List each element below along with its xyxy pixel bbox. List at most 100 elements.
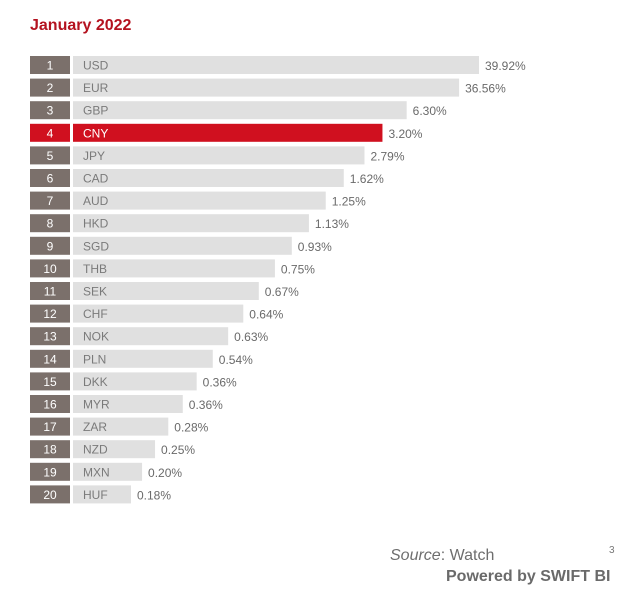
value-label: 0.67%	[265, 285, 299, 299]
rank-label: 11	[44, 285, 57, 299]
rank-label: 1	[47, 59, 54, 73]
rank-label: 20	[43, 488, 57, 502]
rank-box	[30, 169, 70, 187]
value-label: 0.20%	[148, 466, 182, 480]
source-note: Source: Watch	[390, 547, 494, 565]
rank-box	[30, 146, 70, 165]
currency-label: SGD	[83, 239, 109, 253]
value-label: 6.30%	[413, 104, 447, 118]
value-label: 1.62%	[350, 172, 384, 186]
currency-label: HKD	[83, 217, 109, 231]
value-label: 0.54%	[219, 353, 253, 367]
rank-label: 7	[47, 194, 54, 208]
rank-label: 19	[43, 465, 57, 479]
currency-label: DKK	[83, 375, 108, 389]
bar-eur	[73, 78, 460, 97]
source-label: Source	[390, 547, 441, 564]
currency-label: EUR	[83, 81, 109, 95]
value-label: 36.56%	[465, 82, 506, 96]
rank-label: 3	[47, 104, 54, 118]
bar-chart: 1 USD 39.92% 2 EUR 36.56% 3 GBP 6.30% 4 CNY 3.20% 5 J…	[30, 56, 526, 504]
value-label: 3.20%	[388, 127, 422, 141]
value-label: 0.36%	[189, 398, 223, 412]
rank-box	[30, 440, 70, 459]
bar-sek	[73, 282, 259, 300]
rank-box	[30, 462, 70, 481]
rank-label: 17	[43, 420, 57, 434]
rank-label: 9	[47, 239, 54, 253]
rank-label: 18	[43, 443, 57, 457]
currency-label: JPY	[83, 149, 105, 163]
currency-label: CHF	[83, 307, 108, 321]
value-label: 0.36%	[203, 375, 237, 389]
bar-mxn	[73, 462, 143, 481]
value-label: 0.93%	[298, 240, 332, 254]
chart-title: January 2022	[30, 17, 132, 34]
rank-box	[30, 191, 70, 210]
currency-label: MXN	[83, 465, 110, 479]
currency-label: NZD	[83, 443, 108, 457]
bar-hkd	[73, 214, 309, 233]
rank-label: 10	[43, 262, 57, 276]
value-label: 0.63%	[234, 330, 268, 344]
rank-label: 4	[47, 126, 54, 140]
rank-label: 2	[47, 81, 54, 95]
bar-dkk	[73, 372, 197, 391]
rank-box	[30, 282, 70, 300]
rank-box	[30, 327, 70, 346]
powered-by: Powered by SWIFT BI	[446, 568, 611, 585]
bar-usd	[73, 56, 479, 74]
currency-label: SEK	[83, 285, 107, 299]
rank-label: 14	[43, 352, 57, 366]
bar-sgd	[73, 236, 292, 255]
value-label: 0.28%	[174, 421, 208, 435]
rank-box	[30, 214, 70, 233]
rank-box	[30, 56, 70, 74]
currency-label: GBP	[83, 104, 108, 118]
rank-label: 5	[47, 149, 54, 163]
bar-cny	[73, 123, 383, 142]
bar-nzd	[73, 440, 156, 459]
value-label: 0.75%	[281, 262, 315, 276]
source-value: : Watch	[440, 547, 495, 564]
bar-huf	[73, 485, 131, 504]
currency-label: USD	[83, 59, 109, 73]
currency-label: MYR	[83, 398, 110, 412]
value-label: 0.25%	[161, 443, 195, 457]
rank-box	[30, 236, 70, 255]
value-label: 1.25%	[332, 195, 366, 209]
rank-box	[30, 78, 70, 97]
value-label: 39.92%	[485, 59, 526, 73]
rank-box	[30, 417, 70, 436]
value-label: 2.79%	[370, 149, 404, 163]
rank-box	[30, 123, 70, 142]
rank-label: 6	[47, 172, 54, 186]
bar-cad	[73, 169, 344, 187]
value-label: 0.64%	[249, 308, 283, 322]
value-label: 1.13%	[315, 217, 349, 231]
bar-thb	[73, 259, 275, 278]
bar-gbp	[73, 101, 407, 120]
rank-box	[30, 349, 70, 368]
rank-box	[30, 259, 70, 278]
value-label: 0.18%	[137, 488, 171, 502]
rank-box	[30, 485, 70, 504]
currency-label: ZAR	[83, 420, 107, 434]
currency-label: CAD	[83, 172, 109, 186]
bar-myr	[73, 395, 183, 413]
currency-label: HUF	[83, 488, 108, 502]
page-number: 3	[609, 545, 615, 556]
currency-label: PLN	[83, 352, 106, 366]
bar-nok	[73, 327, 229, 346]
rank-label: 8	[47, 217, 54, 231]
rank-box	[30, 101, 70, 120]
rank-label: 16	[43, 398, 57, 412]
bar-zar	[73, 417, 169, 436]
rank-label: 12	[43, 307, 57, 321]
rank-box	[30, 372, 70, 391]
bar-aud	[73, 191, 326, 210]
bar-jpy	[73, 146, 365, 165]
rank-label: 15	[43, 375, 57, 389]
currency-label: THB	[83, 262, 107, 276]
currency-label: NOK	[83, 330, 109, 344]
